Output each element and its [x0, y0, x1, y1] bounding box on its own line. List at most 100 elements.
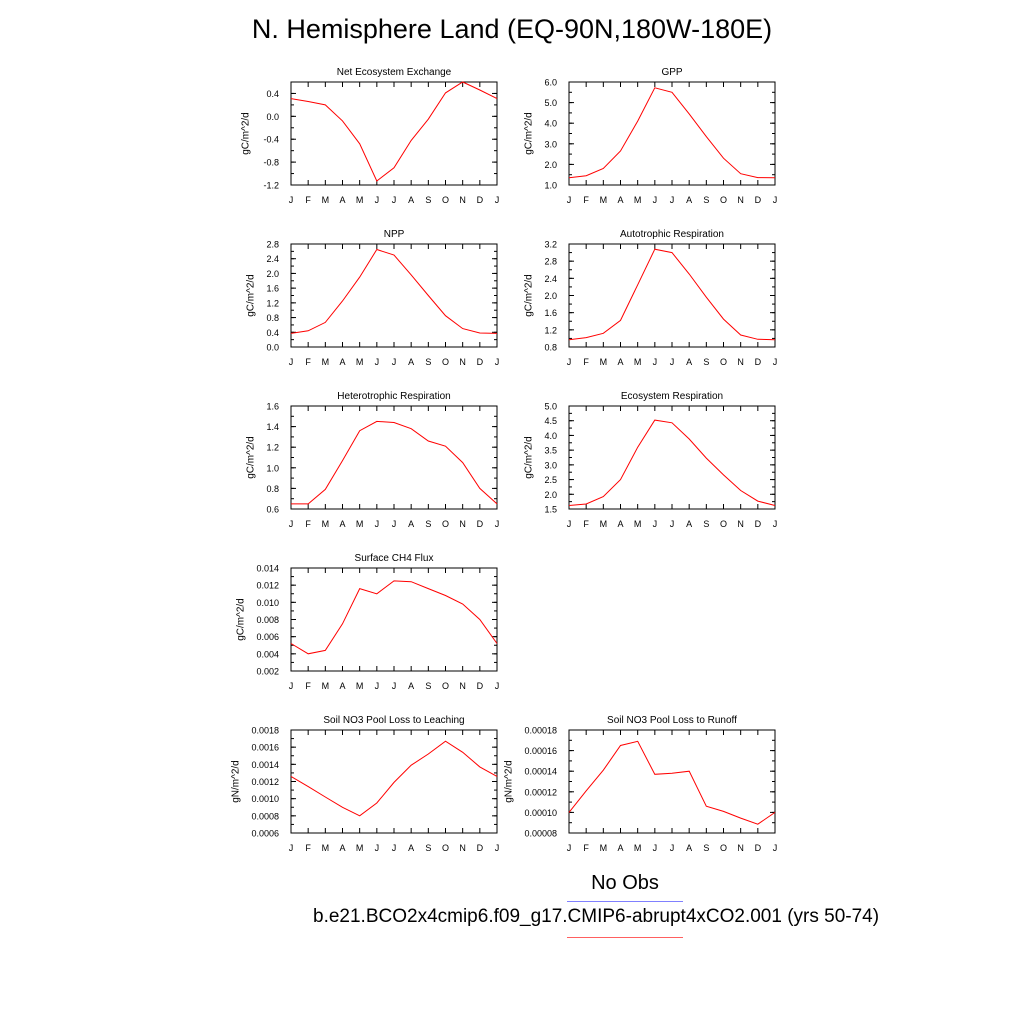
x-tick-label: J	[289, 681, 294, 691]
x-tick-label: A	[339, 681, 345, 691]
y-tick-label: 2.5	[544, 475, 557, 485]
x-tick-label: M	[634, 843, 642, 853]
y-tick-label: 0.002	[256, 667, 279, 677]
x-tick-label: A	[339, 843, 345, 853]
x-tick-label: J	[392, 843, 397, 853]
y-tick-label: 2.4	[544, 274, 557, 284]
x-tick-label: A	[339, 195, 345, 205]
y-tick-label: 0.0006	[251, 829, 279, 839]
x-tick-label: F	[305, 357, 311, 367]
x-tick-label: M	[634, 357, 642, 367]
y-tick-label: 0.008	[256, 615, 279, 625]
y-tick-label: 0.4	[266, 89, 279, 99]
x-tick-label: N	[459, 681, 466, 691]
y-tick-label: 1.0	[266, 463, 279, 473]
x-tick-label: N	[459, 519, 466, 529]
x-tick-label: M	[322, 195, 330, 205]
x-tick-label: J	[289, 519, 294, 529]
x-tick-label: J	[567, 357, 572, 367]
series-line	[568, 740, 776, 825]
panel-title: Soil NO3 Pool Loss to Leaching	[323, 715, 464, 726]
series-line	[290, 81, 498, 182]
x-tick-label: F	[305, 843, 311, 853]
y-tick-label: -1.2	[263, 181, 279, 191]
x-tick-label: J	[495, 519, 500, 529]
x-tick-label: F	[583, 357, 589, 367]
y-tick-label: 0.006	[256, 632, 279, 642]
x-tick-label: A	[408, 519, 414, 529]
chart-panel: J F M A M J J A S O N D J0.000180.000160.000140.0001…	[503, 715, 777, 853]
x-tick-label: J	[392, 357, 397, 367]
x-tick-label: J	[670, 519, 675, 529]
x-tick-label: S	[425, 681, 431, 691]
y-tick-label: 2.8	[544, 257, 557, 267]
x-tick-label: J	[375, 681, 380, 691]
plot-frame	[568, 243, 776, 348]
y-tick-label: 0.0008	[251, 811, 279, 821]
x-tick-label: A	[686, 843, 692, 853]
x-tick-label: A	[617, 843, 623, 853]
panel-title: Ecosystem Respiration	[621, 391, 723, 402]
x-tick-label: M	[356, 681, 364, 691]
x-tick-label: O	[442, 681, 449, 691]
x-tick-label: N	[737, 195, 744, 205]
x-tick-label: O	[442, 519, 449, 529]
y-tick-label: 1.4	[266, 422, 279, 432]
x-tick-label: O	[442, 357, 449, 367]
x-tick-label: S	[703, 195, 709, 205]
y-tick-label: 3.5	[544, 446, 557, 456]
y-tick-label: 5.0	[544, 98, 557, 108]
series-line	[290, 248, 498, 334]
x-tick-label: S	[703, 843, 709, 853]
y-tick-label: 0.00014	[524, 767, 557, 777]
x-tick-label: A	[686, 357, 692, 367]
chart-panel: J F M A M J J A S O N D J3.22.82.42.01.61.20.8Autotr…	[524, 229, 778, 367]
x-tick-label: M	[634, 519, 642, 529]
x-tick-label: F	[305, 519, 311, 529]
x-tick-label: M	[600, 357, 608, 367]
y-tick-label: 2.0	[266, 269, 279, 279]
y-tick-label: -0.4	[263, 135, 279, 145]
y-tick-label: 0.012	[256, 581, 279, 591]
x-tick-label: M	[356, 519, 364, 529]
chart-panel: J F M A M J J A S O N D J5.04.54.03.53.02.52.01.5Eco…	[524, 391, 778, 529]
y-tick-label: 0.0	[266, 343, 279, 353]
y-tick-label: 0.010	[256, 598, 279, 608]
x-tick-label: J	[773, 195, 778, 205]
x-tick-label: J	[392, 681, 397, 691]
x-tick-label: N	[459, 843, 466, 853]
x-tick-label: M	[322, 519, 330, 529]
y-tick-label: 1.2	[266, 298, 279, 308]
x-tick-label: S	[425, 357, 431, 367]
y-tick-label: 2.4	[266, 254, 279, 264]
y-tick-label: 0.0010	[251, 794, 279, 804]
y-tick-label: 0.0018	[251, 726, 279, 736]
y-tick-label: 1.5	[544, 505, 557, 515]
y-tick-label: 0.00018	[524, 726, 557, 736]
x-tick-label: D	[755, 195, 762, 205]
x-tick-label: S	[703, 357, 709, 367]
x-tick-label: O	[720, 843, 727, 853]
panel-title: Autotrophic Respiration	[620, 229, 724, 240]
x-tick-label: F	[583, 195, 589, 205]
x-tick-label: A	[408, 681, 414, 691]
series-line	[291, 420, 498, 505]
x-tick-label: S	[425, 519, 431, 529]
x-tick-label: M	[634, 195, 642, 205]
y-axis-label: gC/m^2/d	[246, 274, 257, 317]
x-tick-label: J	[773, 843, 778, 853]
y-tick-label: 1.2	[544, 325, 557, 335]
y-tick-label: 5.0	[544, 402, 557, 412]
chart-panel: J F M A M J J A S O N D J1.61.41.21.00.80.6Heterotro…	[246, 391, 500, 529]
x-tick-label: F	[305, 195, 311, 205]
panel-title: NPP	[384, 229, 405, 240]
y-tick-label: 2.0	[544, 291, 557, 301]
y-tick-label: 2.0	[544, 490, 557, 500]
x-tick-label: J	[375, 357, 380, 367]
x-tick-label: M	[322, 681, 330, 691]
y-tick-label: 0.4	[266, 328, 279, 338]
x-tick-label: J	[653, 519, 658, 529]
x-tick-label: J	[567, 519, 572, 529]
y-tick-label: 0.0012	[251, 777, 279, 787]
